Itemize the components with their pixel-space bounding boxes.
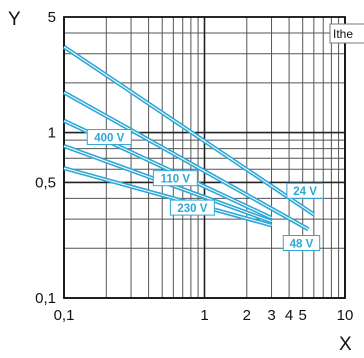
series-label-box [169,199,215,216]
x-tick-label: 1 [200,307,208,324]
x-tick-label: 0,1 [54,307,75,324]
x-tick-label: 5 [299,307,307,324]
y-tick-label: 0,5 [35,174,56,191]
x-tick-label: 10 [337,307,354,324]
series-label: 230 V [177,203,207,215]
series-label-box [286,182,324,199]
series-line-highlight [63,46,315,215]
x-tick-label: 4 [285,307,293,324]
plot-frame [63,16,346,299]
series-line-highlight [63,91,309,230]
x-tick-label: 3 [267,307,275,324]
series-label: 110 V [161,174,191,186]
y-tick-label: 0,1 [35,290,56,307]
series-label: 48 V [290,238,314,250]
axis-frame [63,16,346,299]
y-axis-label: Y [8,9,21,30]
series-label-box [86,129,132,146]
y-tick-label: 1 [48,125,56,142]
series-label: 24 V [293,186,317,198]
ithe-annotation: Ithe [329,23,364,44]
series-label: 400 V [94,132,124,144]
y-tick-label: 5 [48,9,56,26]
ithe-label: Ithe [333,27,353,41]
series-label-box [282,235,321,252]
series-label-box [152,170,198,187]
x-axis-label: X [339,334,352,355]
series-line-highlight [63,167,272,226]
label-layer: 24 V 48 V 400 V 110 V 230 V [86,129,324,252]
tick-layer: 0,1 1 2 3 4 5 100,10,515 [35,9,353,324]
x-tick-label: 2 [243,307,251,324]
